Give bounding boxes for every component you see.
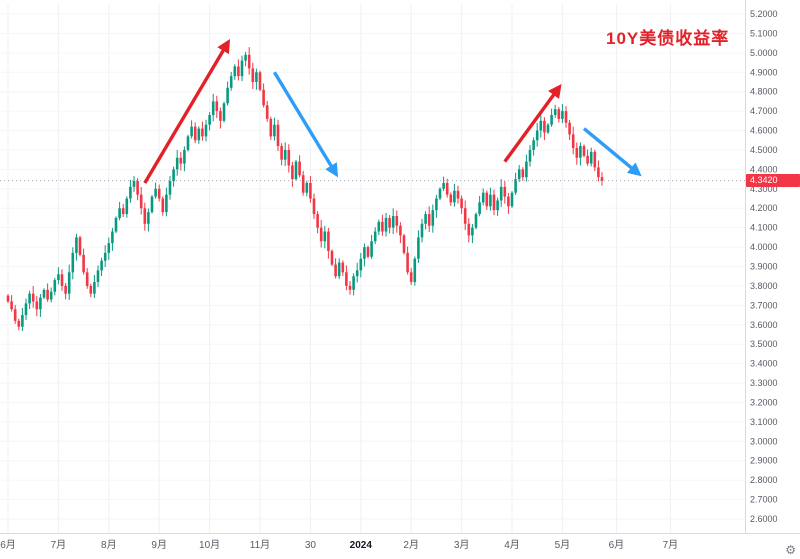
svg-text:11月: 11月 bbox=[250, 539, 270, 551]
gridlines bbox=[0, 4, 745, 533]
svg-text:4.8000: 4.8000 bbox=[750, 87, 778, 97]
svg-text:4.1000: 4.1000 bbox=[750, 223, 778, 233]
svg-text:4.0000: 4.0000 bbox=[750, 242, 778, 252]
settings-icon[interactable]: ⚙ bbox=[785, 543, 796, 557]
svg-text:4.5000: 4.5000 bbox=[750, 145, 778, 155]
svg-text:8月: 8月 bbox=[101, 539, 117, 551]
svg-text:5.2000: 5.2000 bbox=[750, 9, 778, 19]
svg-text:3.4000: 3.4000 bbox=[750, 359, 778, 369]
svg-text:6月: 6月 bbox=[0, 539, 16, 551]
candles bbox=[6, 47, 604, 331]
svg-text:3.9000: 3.9000 bbox=[750, 262, 778, 272]
svg-text:4.2000: 4.2000 bbox=[750, 203, 778, 213]
svg-text:7月: 7月 bbox=[663, 539, 679, 551]
svg-text:3.5000: 3.5000 bbox=[750, 339, 778, 349]
chart-title: 10Y美债收益率 bbox=[606, 29, 730, 48]
svg-text:6月: 6月 bbox=[609, 539, 625, 551]
svg-text:3.3000: 3.3000 bbox=[750, 378, 778, 388]
svg-text:4.6000: 4.6000 bbox=[750, 126, 778, 136]
svg-text:3.0000: 3.0000 bbox=[750, 436, 778, 446]
svg-text:3.1000: 3.1000 bbox=[750, 417, 778, 427]
svg-text:2.8000: 2.8000 bbox=[750, 475, 778, 485]
svg-text:3.8000: 3.8000 bbox=[750, 281, 778, 291]
y-axis[interactable]: 2.6000 2.7000 2.8000 2.9000 3.0000 3.1000 3.20… bbox=[750, 9, 778, 524]
svg-text:5.0000: 5.0000 bbox=[750, 48, 778, 58]
svg-text:2月: 2月 bbox=[403, 539, 419, 551]
svg-text:4.9000: 4.9000 bbox=[750, 67, 778, 77]
svg-text:3月: 3月 bbox=[454, 539, 470, 551]
svg-text:5月: 5月 bbox=[555, 539, 571, 551]
svg-text:2.7000: 2.7000 bbox=[750, 495, 778, 505]
axis-borders bbox=[0, 0, 800, 534]
svg-text:2.9000: 2.9000 bbox=[750, 456, 778, 466]
svg-text:4.3000: 4.3000 bbox=[750, 184, 778, 194]
svg-text:4.4000: 4.4000 bbox=[750, 164, 778, 174]
x-axis[interactable]: 6月 7月 8月 9月 10月 11月 30 2024 2月 3月 4月 5月 6月 7月 bbox=[0, 539, 678, 551]
last-price-label: 4.3420 bbox=[746, 173, 800, 187]
svg-text:4.7000: 4.7000 bbox=[750, 106, 778, 116]
svg-text:2.6000: 2.6000 bbox=[750, 514, 778, 524]
svg-text:7月: 7月 bbox=[51, 539, 67, 551]
svg-text:3.7000: 3.7000 bbox=[750, 300, 778, 310]
svg-text:10月: 10月 bbox=[199, 539, 220, 551]
trend-arrows bbox=[143, 39, 642, 184]
svg-text:2024: 2024 bbox=[350, 540, 373, 551]
svg-text:3.6000: 3.6000 bbox=[750, 320, 778, 330]
svg-text:3.2000: 3.2000 bbox=[750, 397, 778, 407]
svg-text:30: 30 bbox=[305, 540, 317, 551]
svg-text:9月: 9月 bbox=[151, 539, 167, 551]
svg-text:5.1000: 5.1000 bbox=[750, 28, 778, 38]
svg-text:4月: 4月 bbox=[504, 539, 520, 551]
